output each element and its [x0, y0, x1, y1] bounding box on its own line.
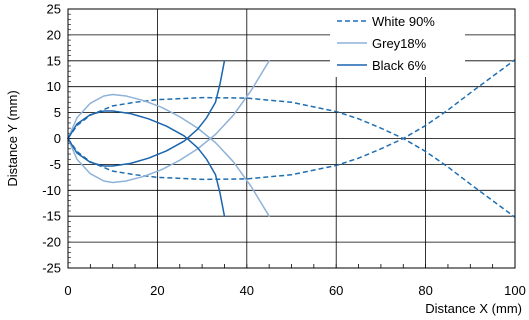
- y-tick-label: 5: [54, 105, 61, 120]
- tick-labels: 0 20 40 60 80 100 -25 -20 -15 -10 -5 0 5 10 15 20 25: [42, 2, 526, 299]
- legend: White 90% Grey18% Black 6%: [330, 9, 465, 77]
- x-tick-label: 20: [150, 283, 164, 298]
- series-line-black-1: [67, 110, 226, 217]
- y-tick-label: -10: [42, 183, 61, 198]
- y-tick-label: 25: [47, 2, 61, 17]
- plot-frame: [67, 8, 516, 269]
- y-tick-label: -20: [42, 235, 61, 250]
- series-group: [67, 59, 516, 218]
- x-tick-label: 100: [504, 283, 526, 298]
- legend-label-black: Black 6%: [372, 58, 427, 73]
- y-tick-label: 15: [47, 53, 61, 68]
- series-line-grey-1: [67, 93, 270, 217]
- y-tick-label: -5: [49, 157, 61, 172]
- legend-label-grey: Grey18%: [372, 36, 427, 51]
- x-tick-label: 80: [418, 283, 432, 298]
- x-axis-label: Distance X (mm): [425, 301, 522, 316]
- y-tick-label: 10: [47, 79, 61, 94]
- y-tick-label: -15: [42, 209, 61, 224]
- x-tick-label: 60: [329, 283, 343, 298]
- x-tick-label: 0: [64, 283, 71, 298]
- series-line-grey-2: [67, 60, 270, 184]
- series-line-white-1: [67, 96, 516, 218]
- y-tick-label: 0: [54, 131, 61, 146]
- x-tick-label: 40: [240, 283, 254, 298]
- series-line-black-2: [67, 60, 226, 167]
- y-tick-label: -25: [42, 261, 61, 276]
- legend-label-white: White 90%: [372, 14, 435, 29]
- y-tick-label: 20: [47, 27, 61, 42]
- y-axis-label: Distance Y (mm): [5, 90, 20, 186]
- series-line-white-2: [67, 59, 516, 181]
